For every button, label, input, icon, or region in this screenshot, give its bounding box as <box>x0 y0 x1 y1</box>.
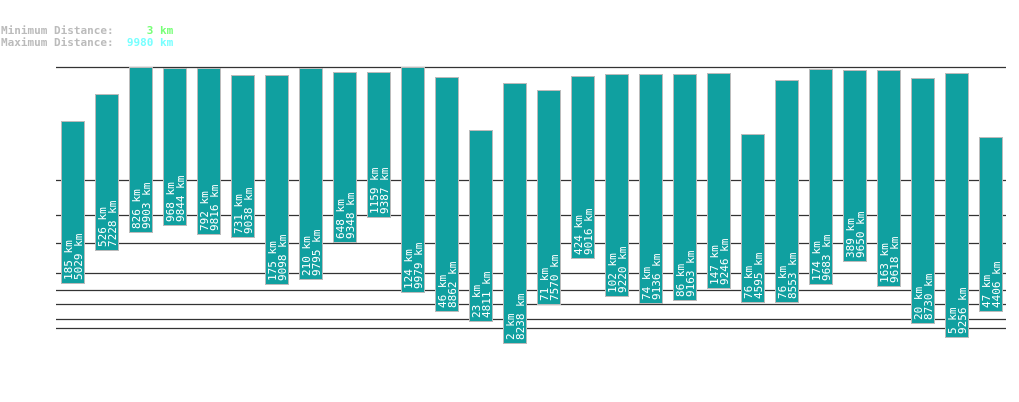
range-bar <box>469 130 493 322</box>
bar-min-label: 210 km <box>300 236 313 276</box>
range-bar <box>741 134 765 303</box>
range-bar <box>129 67 153 233</box>
range-bar <box>571 76 595 259</box>
range-bar <box>95 94 119 251</box>
range-bar <box>605 74 629 297</box>
bar-min-label: 175 km <box>266 241 279 281</box>
bar-max-label: 9903 km <box>140 182 153 229</box>
bar-min-label: 968 km <box>164 182 177 222</box>
range-bar <box>775 80 799 303</box>
bar-max-label: 4595 km <box>752 252 765 299</box>
bar-max-label: 9246 km <box>718 238 731 285</box>
bar-min-label: 86 km <box>674 264 687 297</box>
bar-max-label: 5029 km <box>72 233 85 280</box>
bar-min-label: 163 km <box>878 243 891 283</box>
bar-min-label: 174 km <box>810 241 823 281</box>
bar-min-label: 648 km <box>334 199 347 239</box>
bar-max-label: 7228 km <box>106 200 119 247</box>
range-bar <box>979 137 1003 312</box>
max-distance-label: Maximum Distance: <box>1 36 114 49</box>
bar-max-label: 7570 km <box>548 254 561 301</box>
range-bar <box>877 70 901 287</box>
range-bar <box>537 90 561 305</box>
range-bar <box>367 72 391 218</box>
range-bar <box>265 75 289 285</box>
bar-max-label: 9979 km <box>412 242 425 289</box>
range-bar <box>435 77 459 312</box>
range-bar <box>61 121 85 284</box>
range-bar <box>639 74 663 304</box>
bar-max-label: 9618 km <box>888 236 901 283</box>
bar-min-label: 74 km <box>640 267 653 300</box>
bar-min-label: 76 km <box>776 266 789 299</box>
min-distance-label: Minimum Distance: <box>1 24 114 37</box>
bar-min-label: 389 km <box>844 218 857 258</box>
range-bar <box>333 72 357 243</box>
bar-min-label: 46 km <box>436 275 449 308</box>
bar-max-label: 4811 km <box>480 271 493 318</box>
bar-max-label: 9816 km <box>208 184 221 231</box>
bar-min-label: 71 km <box>538 268 551 301</box>
bar-max-label: 9256 km <box>956 287 969 334</box>
range-bar <box>401 67 425 293</box>
bar-max-label: 9795 km <box>310 229 323 276</box>
range-bar <box>945 73 969 338</box>
range-bar <box>231 75 255 238</box>
bar-max-label: 9136 km <box>650 253 663 300</box>
min-distance-value: 3 km <box>146 24 174 37</box>
range-bar <box>843 70 867 262</box>
range-bar <box>809 69 833 285</box>
max-distance-value: 9980 km <box>126 36 174 49</box>
bar-min-label: 124 km <box>402 249 415 289</box>
bar-max-label: 8730 km <box>922 273 935 320</box>
bar-min-label: 1159 km <box>368 167 381 214</box>
bar-min-label: 2 km <box>504 313 517 340</box>
bar-max-label: 9844 km <box>174 175 187 222</box>
range-bar <box>673 74 697 301</box>
range-bar <box>707 73 731 289</box>
bar-min-label: 185 km <box>62 240 75 280</box>
bar-max-label: 8862 km <box>446 261 459 308</box>
bar-min-label: 147 km <box>708 245 721 285</box>
bar-max-label: 9650 km <box>854 211 867 258</box>
bar-min-label: 102 km <box>606 253 619 293</box>
bar-min-label: 526 km <box>96 207 109 247</box>
bar-max-label: 9038 km <box>242 187 255 234</box>
bar-max-label: 9387 km <box>378 167 391 214</box>
bar-min-label: 20 km <box>912 287 925 320</box>
bar-min-label: 424 km <box>572 215 585 255</box>
range-bar <box>299 68 323 280</box>
bar-max-label: 9163 km <box>684 250 697 297</box>
bar-max-label: 8238 km <box>514 293 527 340</box>
distance-summary: Minimum Distance: 3 km Maximum Distance:… <box>1 25 173 49</box>
bar-min-label: 76 km <box>742 266 755 299</box>
bar-min-label: 792 km <box>198 191 211 231</box>
bar-max-label: 9348 km <box>344 192 357 239</box>
bar-min-label: 5 km <box>946 307 959 334</box>
range-bar <box>163 68 187 226</box>
bar-min-label: 23 km <box>470 285 483 318</box>
bar-max-label: 9016 km <box>582 208 595 255</box>
range-bar <box>197 68 221 235</box>
bar-min-label: 731 km <box>232 194 245 234</box>
bar-max-label: 9683 km <box>820 234 833 281</box>
bar-min-label: 826 km <box>130 189 143 229</box>
bar-max-label: 4406 km <box>990 261 1003 308</box>
bar-max-label: 9098 km <box>276 234 289 281</box>
bar-max-label: 9220 km <box>616 246 629 293</box>
bar-min-label: 47 km <box>980 275 993 308</box>
range-bar <box>503 83 527 344</box>
bar-max-label: 8553 km <box>786 252 799 299</box>
range-bar <box>911 78 935 324</box>
